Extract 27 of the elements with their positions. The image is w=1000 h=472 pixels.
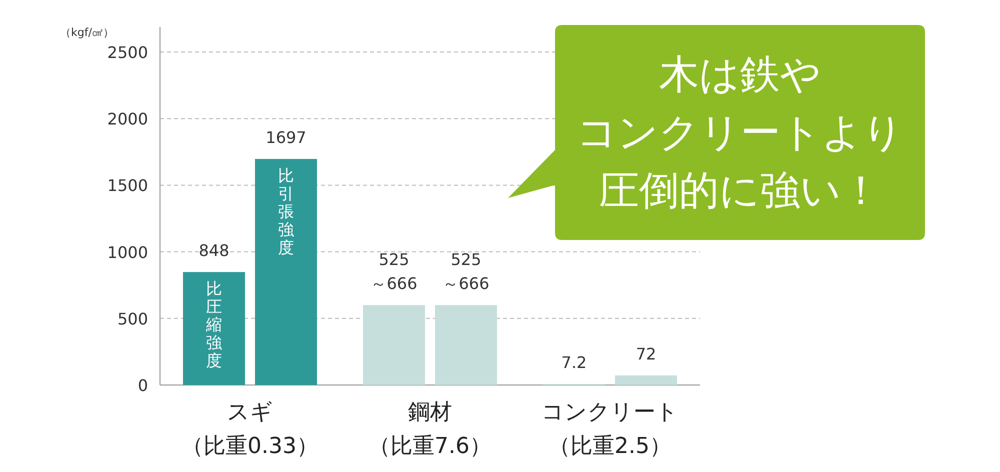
y-tick-label: 0 (138, 376, 148, 395)
bar (363, 305, 425, 385)
y-tick-label: 1000 (107, 242, 148, 262)
y-tick-label: 2500 (107, 43, 148, 62)
data-label: 7.2 (561, 353, 587, 372)
data-label: 848 (198, 241, 230, 260)
y-tick-label: 500 (117, 309, 148, 328)
annotation: 木は鉄や コンクリートより 圧倒的に強い！ (508, 25, 925, 240)
annotation: 圧倒的に強い！ (599, 168, 881, 214)
x-tick-label: スギ（比重0.33） (182, 400, 318, 459)
annotation: 木は鉄や (659, 52, 821, 98)
annotation: 525～666 (442, 250, 490, 294)
annotation: コンクリートより (576, 110, 904, 156)
y-tick-label: 2000 (107, 110, 148, 129)
y-axis-title: （kgf/㎠） (60, 26, 114, 39)
bar (435, 305, 497, 385)
annotation: 525～666 (370, 250, 418, 294)
series-label: 比引張強度 (278, 166, 294, 257)
series-label: 比圧縮強度 (205, 279, 222, 370)
bar (255, 158, 317, 385)
y-tick-label: 1500 (107, 176, 148, 196)
x-tick-label: コンクリート（比重2.5） (542, 400, 678, 459)
bar (183, 272, 245, 385)
x-tick-label: 鋼材（比重7.6） (368, 400, 492, 459)
data-label: 1697 (266, 128, 306, 147)
bar (615, 375, 677, 385)
data-label: 72 (636, 344, 656, 364)
